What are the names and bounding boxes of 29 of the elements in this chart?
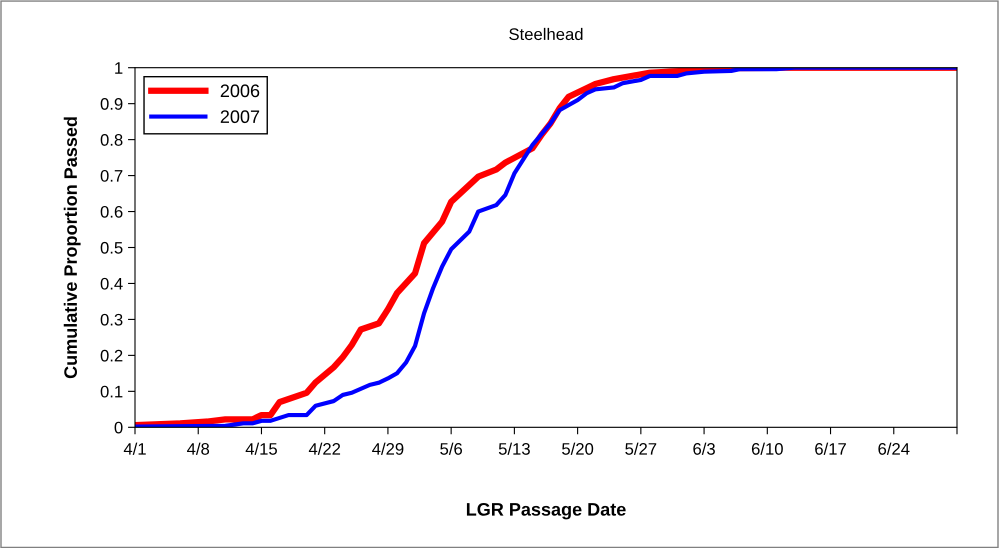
y-tick-label: 0.9 xyxy=(100,98,122,110)
x-tick-label: 6/10 xyxy=(752,442,783,455)
y-tick-label: 0.2 xyxy=(100,350,122,362)
y-tick-label: 0.4 xyxy=(100,278,123,290)
x-tick-label: 5/6 xyxy=(440,442,462,455)
y-axis-title: Cumulative Proportion Passed xyxy=(64,117,81,378)
y-tick-label: 0.3 xyxy=(100,314,122,326)
x-tick-label: 5/20 xyxy=(562,442,594,455)
x-tick-label: 6/17 xyxy=(815,442,846,455)
x-tick-label: 5/13 xyxy=(498,442,530,455)
y-tick-label: 0.1 xyxy=(100,386,122,398)
x-tick-label: 4/8 xyxy=(187,442,210,455)
x-tick-label: 4/15 xyxy=(246,442,277,455)
x-tick-label: 6/24 xyxy=(878,442,910,455)
x-tick-label: 4/29 xyxy=(372,442,404,455)
y-tick-label: 0.7 xyxy=(100,170,122,182)
y-tick-label: 0.5 xyxy=(100,242,122,254)
x-tick-label: 4/1 xyxy=(124,442,146,455)
x-tick-label: 5/27 xyxy=(625,442,656,455)
chart-title: Steelhead xyxy=(509,28,582,40)
y-tick-label: 0.6 xyxy=(100,206,122,218)
x-tick-label: 6/3 xyxy=(693,442,715,455)
y-tick-label: 0.8 xyxy=(100,134,122,146)
legend-label: 2006 xyxy=(220,84,260,98)
x-axis-title: LGR Passage Date xyxy=(466,502,626,520)
legend-label: 2007 xyxy=(220,110,260,124)
y-tick-label: 1 xyxy=(115,62,122,74)
y-tick-label: 0 xyxy=(114,422,123,434)
x-tick-label: 4/22 xyxy=(308,442,340,455)
